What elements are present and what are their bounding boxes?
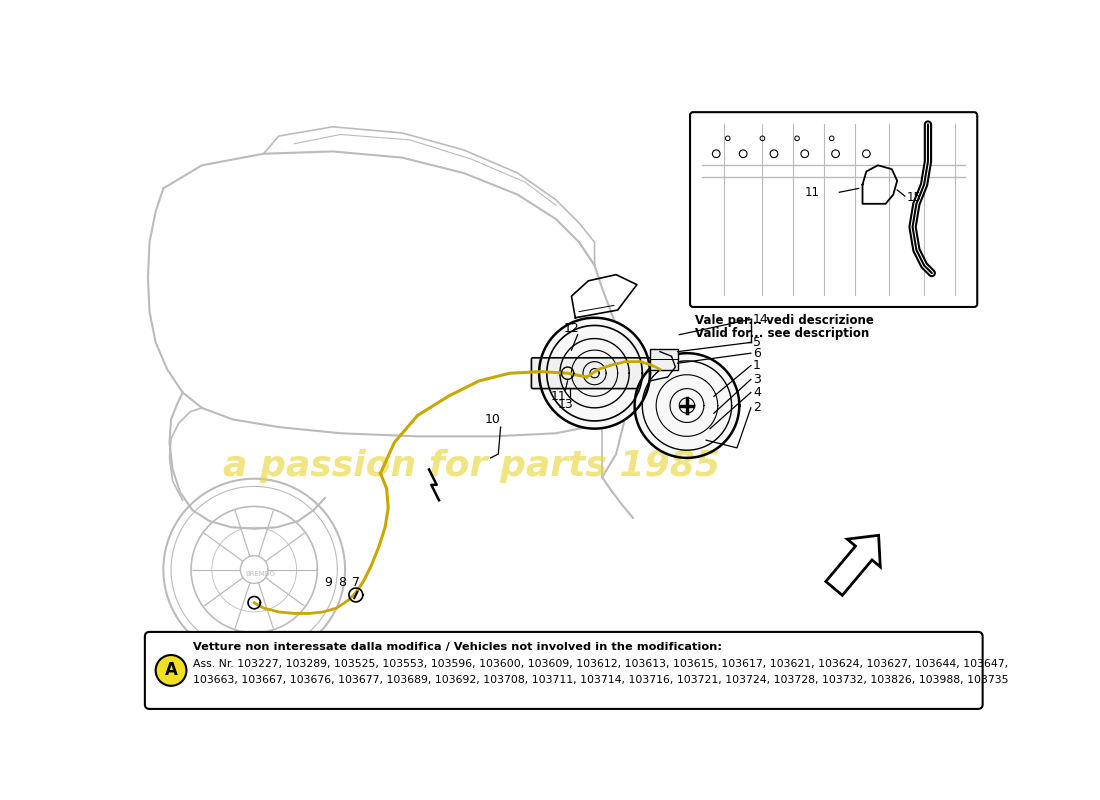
- Polygon shape: [539, 318, 650, 429]
- Text: 103663, 103667, 103676, 103677, 103689, 103692, 103708, 103711, 103714, 103716, : 103663, 103667, 103676, 103677, 103689, …: [192, 674, 1008, 685]
- Text: 7: 7: [352, 576, 360, 589]
- Text: 12: 12: [563, 322, 580, 335]
- Text: 5: 5: [754, 336, 761, 349]
- Text: 10: 10: [485, 413, 501, 426]
- Text: 11: 11: [550, 390, 566, 403]
- Polygon shape: [826, 535, 880, 595]
- Text: 8: 8: [338, 576, 346, 589]
- Text: Vale per... vedi descrizione: Vale per... vedi descrizione: [695, 314, 873, 327]
- Text: A: A: [165, 662, 177, 679]
- Text: 9: 9: [324, 576, 332, 589]
- Text: 11: 11: [805, 186, 820, 198]
- Text: 15: 15: [906, 191, 922, 204]
- Bar: [650, 349, 678, 370]
- Text: 6: 6: [754, 346, 761, 360]
- Text: a passion for parts 1985: a passion for parts 1985: [223, 449, 719, 482]
- FancyBboxPatch shape: [531, 358, 658, 389]
- Polygon shape: [635, 353, 739, 458]
- Text: Vetture non interessate dalla modifica / Vehicles not involved in the modificati: Vetture non interessate dalla modifica /…: [192, 642, 722, 652]
- Text: 4: 4: [754, 386, 761, 399]
- Circle shape: [156, 655, 187, 686]
- Text: Ass. Nr. 103227, 103289, 103525, 103553, 103596, 103600, 103609, 103612, 103613,: Ass. Nr. 103227, 103289, 103525, 103553,…: [192, 659, 1008, 670]
- Text: 2: 2: [754, 402, 761, 414]
- Text: Valid for... see description: Valid for... see description: [695, 326, 869, 340]
- Text: BREMBO: BREMBO: [245, 570, 275, 577]
- Text: 13: 13: [558, 398, 573, 410]
- Text: 14: 14: [754, 313, 769, 326]
- Text: 3: 3: [754, 373, 761, 386]
- Text: 1: 1: [754, 359, 761, 372]
- FancyBboxPatch shape: [690, 112, 977, 307]
- FancyBboxPatch shape: [145, 632, 982, 709]
